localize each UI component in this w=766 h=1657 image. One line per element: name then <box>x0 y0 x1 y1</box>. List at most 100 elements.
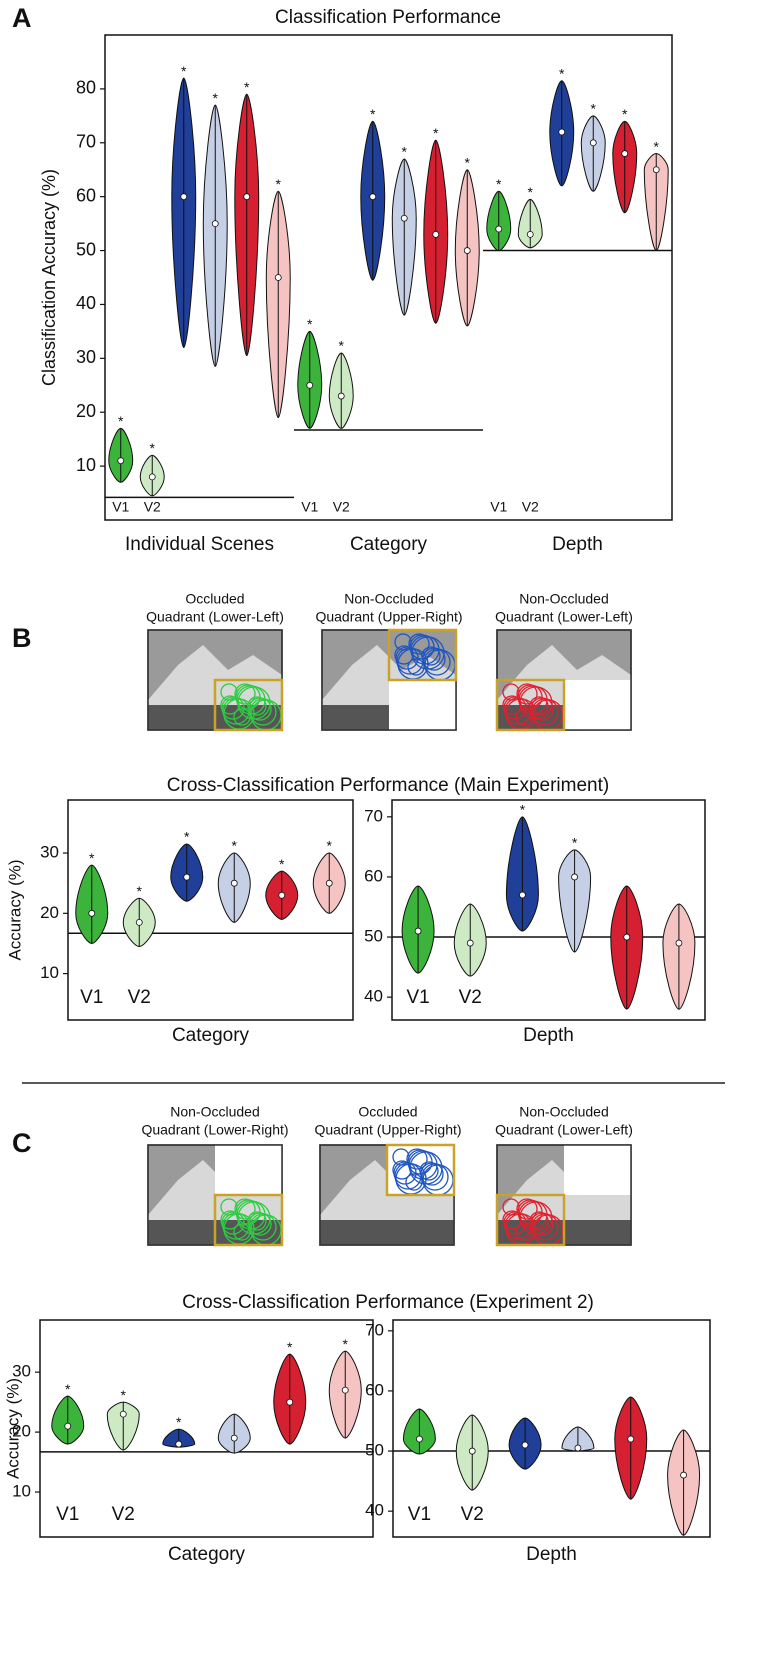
significance-star: * <box>496 176 502 192</box>
significance-star: * <box>370 106 376 122</box>
scene-image <box>495 1144 632 1247</box>
diagram-caption: Occluded <box>185 591 244 607</box>
violin-median <box>135 918 143 926</box>
violin-label: V2 <box>461 1504 484 1525</box>
violin-median <box>521 1441 529 1449</box>
plot-frame <box>391 799 706 1021</box>
significance-star: * <box>327 838 333 854</box>
violin-median <box>519 891 526 899</box>
panel-letter: A <box>12 3 32 33</box>
x-group-label: Depth <box>552 534 603 555</box>
significance-star: * <box>572 835 578 851</box>
violin-median <box>117 457 125 465</box>
significance-star: * <box>65 1381 71 1397</box>
y-tick-label: 40 <box>365 1501 384 1520</box>
y-axis-label: Accuracy (%) <box>3 1378 22 1479</box>
significance-star: * <box>339 338 345 354</box>
plot-frame <box>392 1319 711 1538</box>
significance-star: * <box>176 1414 182 1430</box>
plot-frame <box>104 34 673 521</box>
y-tick-label: 20 <box>12 1422 31 1441</box>
significance-star: * <box>559 66 565 82</box>
violin-median <box>88 909 96 917</box>
violin-label: V1 <box>490 499 507 515</box>
receptive-field <box>407 658 425 676</box>
diagram-caption: Quadrant (Lower-Left) <box>146 609 284 625</box>
significance-star: * <box>622 106 628 122</box>
x-group-label: Category <box>350 534 428 555</box>
receptive-field <box>516 683 538 705</box>
violin-median <box>64 1422 72 1430</box>
violin-median <box>468 1447 476 1455</box>
significance-star: * <box>343 1336 349 1352</box>
violin-label: V1 <box>112 499 129 515</box>
receptive-field <box>220 695 240 715</box>
violin-median <box>558 128 566 136</box>
significance-star: * <box>213 90 219 106</box>
receptive-field <box>515 708 533 726</box>
plot-frame <box>67 799 354 1021</box>
quadrant-frame <box>387 628 458 682</box>
scene-ground <box>320 1220 454 1245</box>
violin-label: V2 <box>333 499 350 515</box>
x-group-label: Individual Scenes <box>125 534 274 555</box>
violin-median <box>119 1410 127 1418</box>
occluded-quadrant <box>564 680 631 730</box>
receptive-field <box>515 1223 533 1241</box>
y-tick-label: 40 <box>364 987 383 1006</box>
violin-median <box>589 139 597 147</box>
chart-title: Classification Performance <box>275 7 501 28</box>
violin-median <box>414 927 422 935</box>
x-group-label: Depth <box>523 1025 574 1046</box>
y-tick-label: 40 <box>76 293 96 313</box>
receptive-field <box>233 708 251 726</box>
x-group-label: Depth <box>526 1544 577 1565</box>
significance-star: * <box>121 1387 127 1403</box>
violin-median <box>621 150 629 157</box>
significance-star: * <box>276 176 282 192</box>
y-tick-label: 30 <box>76 347 96 367</box>
violin-label: V1 <box>56 1504 79 1525</box>
violin-median <box>211 220 219 228</box>
significance-star: * <box>137 883 143 899</box>
y-tick-label: 10 <box>76 455 96 475</box>
violin-median <box>306 381 314 389</box>
violin-median <box>623 933 631 941</box>
violin-label: V2 <box>112 1504 135 1525</box>
violin-median <box>148 473 156 481</box>
occluded-quadrant <box>215 1145 282 1195</box>
quadrant-frame <box>495 678 566 732</box>
y-axis-label: Accuracy (%) <box>5 859 24 960</box>
violin-median <box>286 1398 294 1406</box>
violin-median <box>243 193 251 201</box>
y-tick-label: 10 <box>12 1482 31 1501</box>
plot-frame <box>39 1319 374 1538</box>
diagram-caption: Quadrant (Upper-Right) <box>314 1122 461 1138</box>
y-tick-label: 30 <box>12 1362 31 1381</box>
violin-median <box>274 274 282 281</box>
violin-median <box>675 939 683 947</box>
scene-image <box>321 628 458 731</box>
significance-star: * <box>654 138 660 154</box>
diagram-caption: Non-Occluded <box>344 591 434 607</box>
y-tick-label: 30 <box>40 843 59 862</box>
violin-label: V1 <box>406 987 429 1008</box>
violin-median <box>652 166 660 174</box>
violin-label: V1 <box>80 987 103 1008</box>
diagram-caption: Non-Occluded <box>170 1104 260 1120</box>
y-axis-label: Classification Accuracy (%) <box>39 169 59 386</box>
receptive-field <box>234 1198 256 1220</box>
y-tick-label: 70 <box>364 806 383 825</box>
diagram-caption: Quadrant (Lower-Right) <box>141 1122 288 1138</box>
significance-star: * <box>287 1339 293 1355</box>
significance-star: * <box>184 829 190 845</box>
significance-star: * <box>244 79 250 95</box>
violin-median <box>230 1434 238 1442</box>
quadrant-frame <box>213 678 284 732</box>
quadrant-frame <box>213 1193 284 1247</box>
significance-star: * <box>402 144 408 160</box>
violin-median <box>495 225 503 233</box>
scene-image <box>319 1143 456 1246</box>
violin-median <box>278 891 286 899</box>
receptive-field <box>220 1210 240 1230</box>
